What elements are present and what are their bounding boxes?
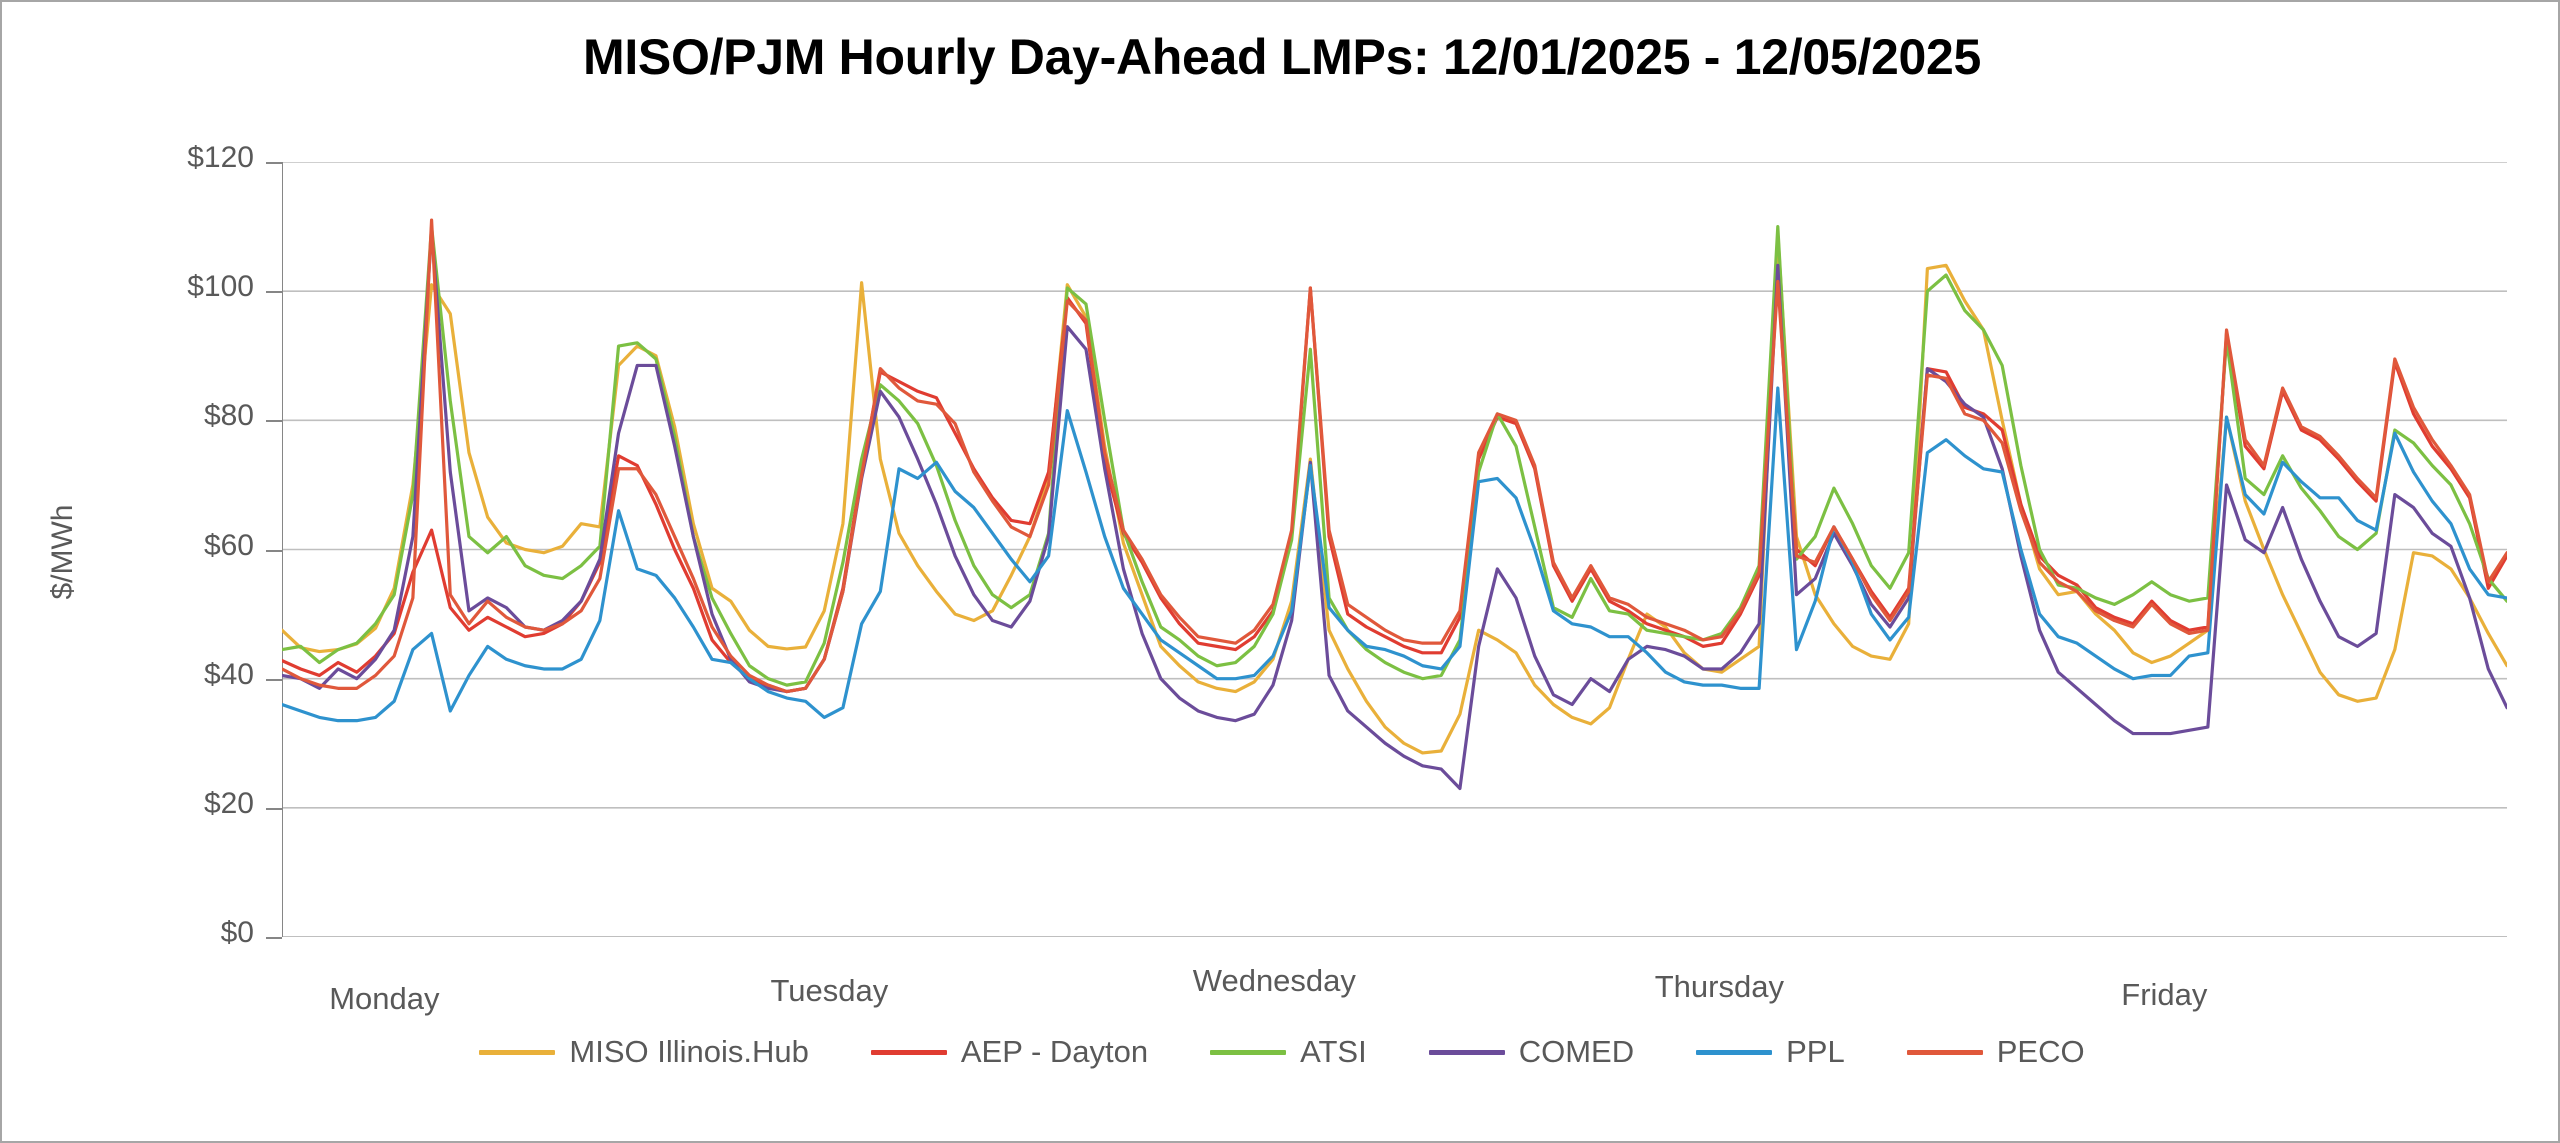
- legend-swatch-icon: [1906, 1049, 1983, 1055]
- legend-label: MISO Illinois.Hub: [569, 1034, 809, 1069]
- chart-legend: MISO Illinois.Hub AEP - Dayton ATSI COMED PP…: [2, 1034, 2558, 1070]
- y-axis-tick-label: $20: [203, 786, 254, 820]
- series-line-peco: [282, 218, 2507, 694]
- legend-item-comed[interactable]: COMED: [1428, 1034, 1635, 1070]
- legend-item-ppl[interactable]: PPL: [1696, 1034, 1845, 1070]
- series-line-ppl: [282, 386, 2507, 723]
- legend-item-atsi[interactable]: ATSI: [1210, 1034, 1367, 1070]
- legend-label: PPL: [1786, 1034, 1845, 1069]
- legend-swatch-icon: [870, 1049, 947, 1055]
- x-axis-tick-label-monday: Monday: [329, 981, 440, 1016]
- y-axis-tick-label: $120: [187, 141, 254, 174]
- y-axis-tick-mark: [266, 162, 282, 164]
- series-line-aep-dayton: [282, 270, 2507, 694]
- legend-swatch-icon: [1696, 1049, 1773, 1055]
- legend-item-aep-dayton[interactable]: AEP - Dayton: [870, 1034, 1149, 1070]
- x-axis-tick-label-tuesday: Tuesday: [770, 973, 889, 1008]
- legend-label: AEP - Dayton: [960, 1034, 1149, 1069]
- y-axis-tick-mark: [266, 937, 282, 939]
- y-axis-tick-label: $60: [203, 528, 254, 562]
- legend-label: ATSI: [1300, 1034, 1367, 1069]
- series-line-miso-illinois-hub: [282, 231, 2507, 755]
- series-line-atsi: [282, 224, 2507, 687]
- plot-area: [282, 162, 2507, 937]
- y-axis-tick-mark: [266, 807, 282, 810]
- x-axis-tick-label-wednesday: Wednesday: [1192, 963, 1356, 998]
- y-axis-tick-label: $80: [203, 399, 254, 433]
- y-axis-tick-label: $40: [203, 657, 254, 691]
- series-line-comed: [282, 228, 2507, 791]
- y-axis-tick-mark: [266, 291, 282, 294]
- legend-label: COMED: [1518, 1034, 1635, 1069]
- legend-item-peco[interactable]: PECO: [1906, 1034, 2085, 1070]
- legend-swatch-icon: [479, 1049, 556, 1055]
- x-axis-tick-label-friday: Friday: [2121, 977, 2208, 1012]
- y-axis-tick-mark: [266, 420, 282, 423]
- y-axis-tick-label: $0: [220, 916, 254, 949]
- legend-label: PECO: [1996, 1034, 2085, 1069]
- legend-item-miso-illinois-hub[interactable]: MISO Illinois.Hub: [479, 1034, 809, 1070]
- legend-swatch-icon: [1210, 1049, 1287, 1055]
- y-axis-title: $/MWh: [46, 504, 79, 600]
- y-axis-tick-mark: [266, 678, 282, 681]
- x-axis-tick-label-thursday: Thursday: [1654, 969, 1784, 1004]
- y-axis-tick-mark: [266, 549, 282, 552]
- legend-swatch-icon: [1428, 1049, 1505, 1055]
- series-lines: [282, 162, 2507, 937]
- y-axis-tick-label: $100: [187, 270, 254, 304]
- page-title: MISO/PJM Hourly Day-Ahead LMPs: 12/01/20…: [582, 29, 1981, 85]
